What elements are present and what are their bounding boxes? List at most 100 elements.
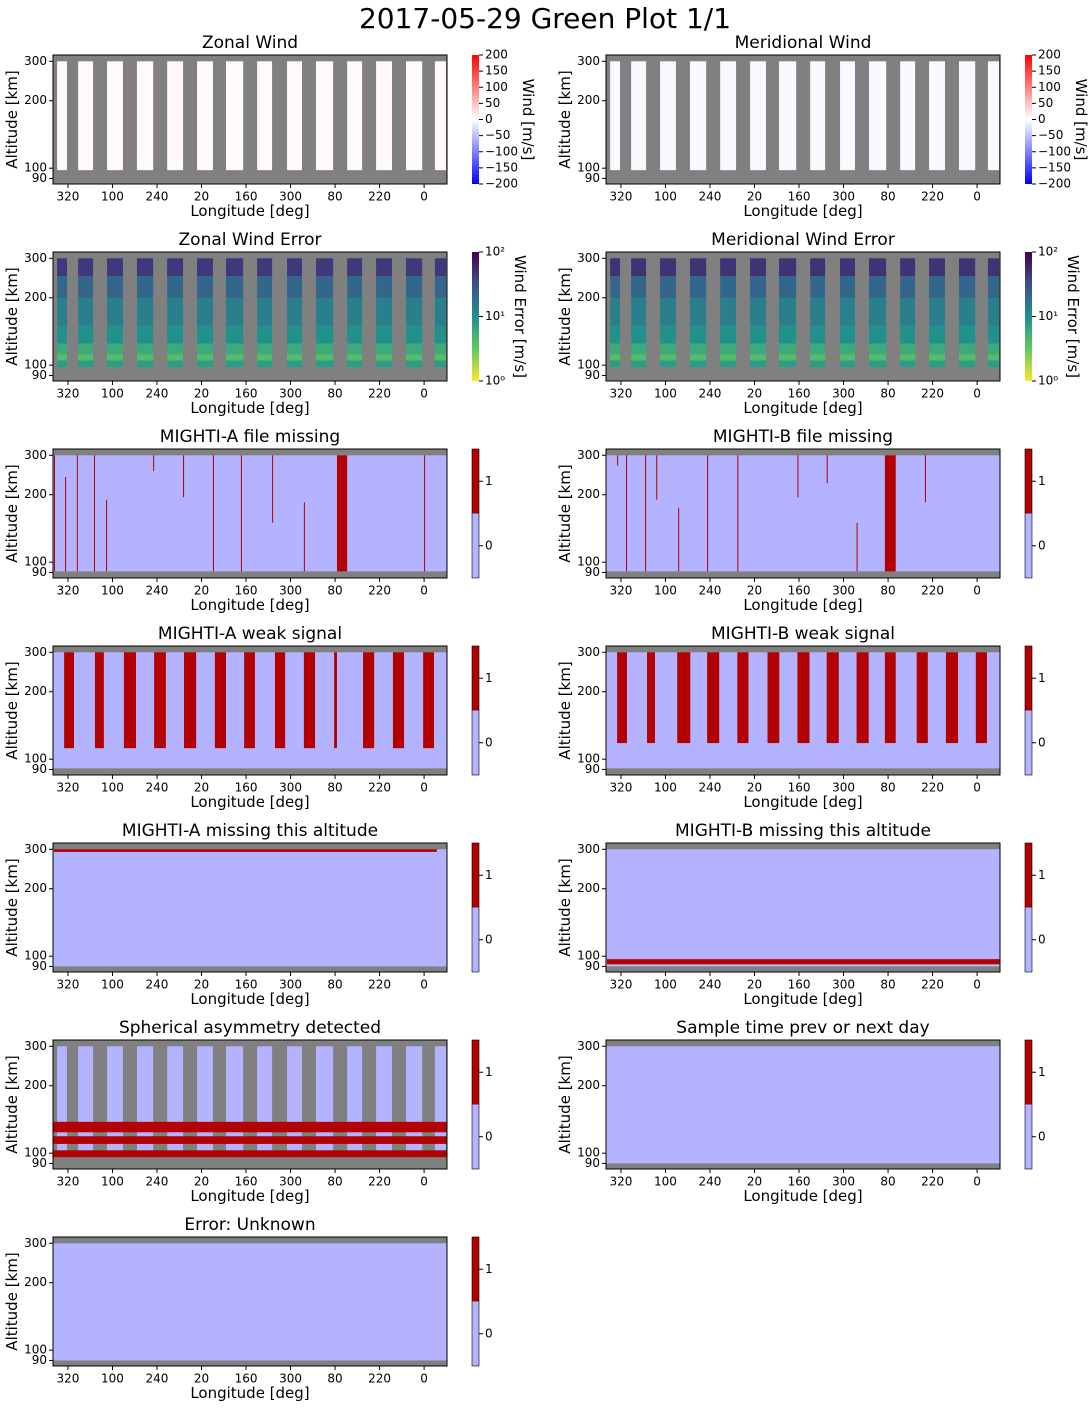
cell bbox=[315, 343, 334, 355]
colorbar-tick-label: 0 bbox=[1038, 735, 1046, 749]
cell bbox=[737, 455, 739, 572]
x-tick-label: 300 bbox=[832, 387, 855, 401]
cell bbox=[78, 360, 94, 368]
x-tick-label: 160 bbox=[788, 978, 811, 992]
cell bbox=[868, 61, 887, 171]
panel-title: MIGHTI-A file missing bbox=[160, 427, 340, 447]
cell bbox=[958, 297, 976, 326]
y-tick-label: 90 bbox=[585, 368, 600, 382]
cell bbox=[434, 360, 447, 368]
cell bbox=[107, 354, 123, 361]
x-tick-label: 320 bbox=[56, 190, 79, 204]
colorbar-tick-label: 0 bbox=[485, 735, 493, 749]
cell bbox=[376, 360, 392, 368]
cell bbox=[778, 276, 797, 298]
cell bbox=[767, 652, 780, 744]
cell bbox=[750, 360, 766, 368]
plot-area bbox=[606, 449, 1000, 578]
cell bbox=[660, 343, 676, 355]
x-tick-label: 20 bbox=[747, 781, 762, 795]
x-tick-label: 100 bbox=[654, 978, 677, 992]
y-tick-label: 300 bbox=[24, 645, 47, 659]
x-tick-label: 0 bbox=[973, 387, 981, 401]
x-tick-label: 160 bbox=[235, 1175, 258, 1189]
cell bbox=[678, 507, 680, 572]
cell bbox=[424, 455, 426, 572]
x-tick-label: 20 bbox=[194, 584, 209, 598]
cell bbox=[287, 354, 302, 361]
colorbar-segment bbox=[472, 1237, 479, 1302]
colorbar-segment bbox=[472, 1040, 479, 1105]
y-tick-label: 90 bbox=[585, 171, 600, 185]
colorbar bbox=[1025, 252, 1032, 381]
x-tick-label: 220 bbox=[921, 781, 944, 795]
axes-frame bbox=[605, 54, 1001, 185]
cell bbox=[707, 652, 720, 744]
cell bbox=[434, 325, 447, 344]
cell bbox=[363, 652, 375, 749]
cell bbox=[334, 652, 337, 749]
x-axis-label: Longitude [deg] bbox=[190, 1187, 309, 1205]
cell bbox=[916, 652, 928, 744]
x-tick-label: 160 bbox=[788, 190, 811, 204]
cell bbox=[610, 276, 620, 298]
colorbar-frame bbox=[1024, 645, 1033, 776]
cell bbox=[810, 343, 826, 355]
cell bbox=[107, 343, 123, 355]
colorbar-tick-label: 0 bbox=[485, 1129, 493, 1143]
colorbar-label: Wind Error [m/s] bbox=[1064, 255, 1082, 378]
cell bbox=[107, 360, 123, 368]
cell bbox=[884, 455, 896, 572]
cell bbox=[405, 360, 423, 368]
figure-title: 2017-05-29 Green Plot 1/1 bbox=[359, 2, 731, 35]
y-tick-label: 300 bbox=[24, 1039, 47, 1053]
x-axis-label: Longitude [deg] bbox=[743, 202, 862, 220]
cell bbox=[434, 258, 447, 277]
cell bbox=[257, 297, 273, 326]
cell bbox=[797, 652, 810, 744]
x-tick-label: 100 bbox=[101, 387, 124, 401]
x-tick-label: 20 bbox=[194, 387, 209, 401]
y-tick-label: 200 bbox=[577, 881, 600, 895]
cell bbox=[610, 354, 620, 361]
axes-frame bbox=[52, 1039, 448, 1170]
colorbar-tick-label: 50 bbox=[1038, 96, 1053, 110]
y-tick-label: 200 bbox=[24, 881, 47, 895]
y-tick-label: 100 bbox=[577, 358, 600, 372]
colorbar-tick-label: 0 bbox=[485, 932, 493, 946]
cell bbox=[57, 276, 67, 298]
cell bbox=[225, 343, 244, 355]
cell bbox=[257, 258, 273, 277]
y-tick-label: 200 bbox=[24, 487, 47, 501]
cell bbox=[689, 354, 707, 361]
colorbar-segment bbox=[1025, 843, 1032, 908]
x-tick-label: 300 bbox=[279, 584, 302, 598]
cell bbox=[376, 258, 392, 277]
panel: 320 100 240 20 160 300 80 220 090100200300MIGHTI… bbox=[3, 624, 493, 811]
cell bbox=[225, 354, 244, 361]
x-tick-label: 320 bbox=[609, 781, 632, 795]
x-tick-label: 80 bbox=[327, 978, 342, 992]
cell bbox=[660, 354, 676, 361]
x-tick-label: 20 bbox=[194, 978, 209, 992]
colorbar-segment bbox=[472, 449, 479, 514]
cell bbox=[57, 354, 67, 361]
x-tick-label: 320 bbox=[56, 584, 79, 598]
cell bbox=[287, 61, 302, 171]
x-tick-label: 100 bbox=[654, 781, 677, 795]
cell bbox=[240, 455, 242, 572]
cell bbox=[610, 343, 620, 355]
x-tick-label: 0 bbox=[420, 978, 428, 992]
cell bbox=[392, 652, 405, 749]
cell bbox=[347, 61, 363, 171]
cell bbox=[376, 354, 392, 361]
colorbar-segment bbox=[472, 843, 479, 908]
x-axis-label: Longitude [deg] bbox=[190, 596, 309, 614]
cell bbox=[434, 297, 447, 326]
x-tick-label: 220 bbox=[368, 1175, 391, 1189]
colorbar-tick-label: 10² bbox=[1038, 245, 1058, 259]
x-tick-label: 240 bbox=[146, 387, 169, 401]
cell bbox=[167, 343, 184, 355]
cell bbox=[405, 354, 423, 361]
